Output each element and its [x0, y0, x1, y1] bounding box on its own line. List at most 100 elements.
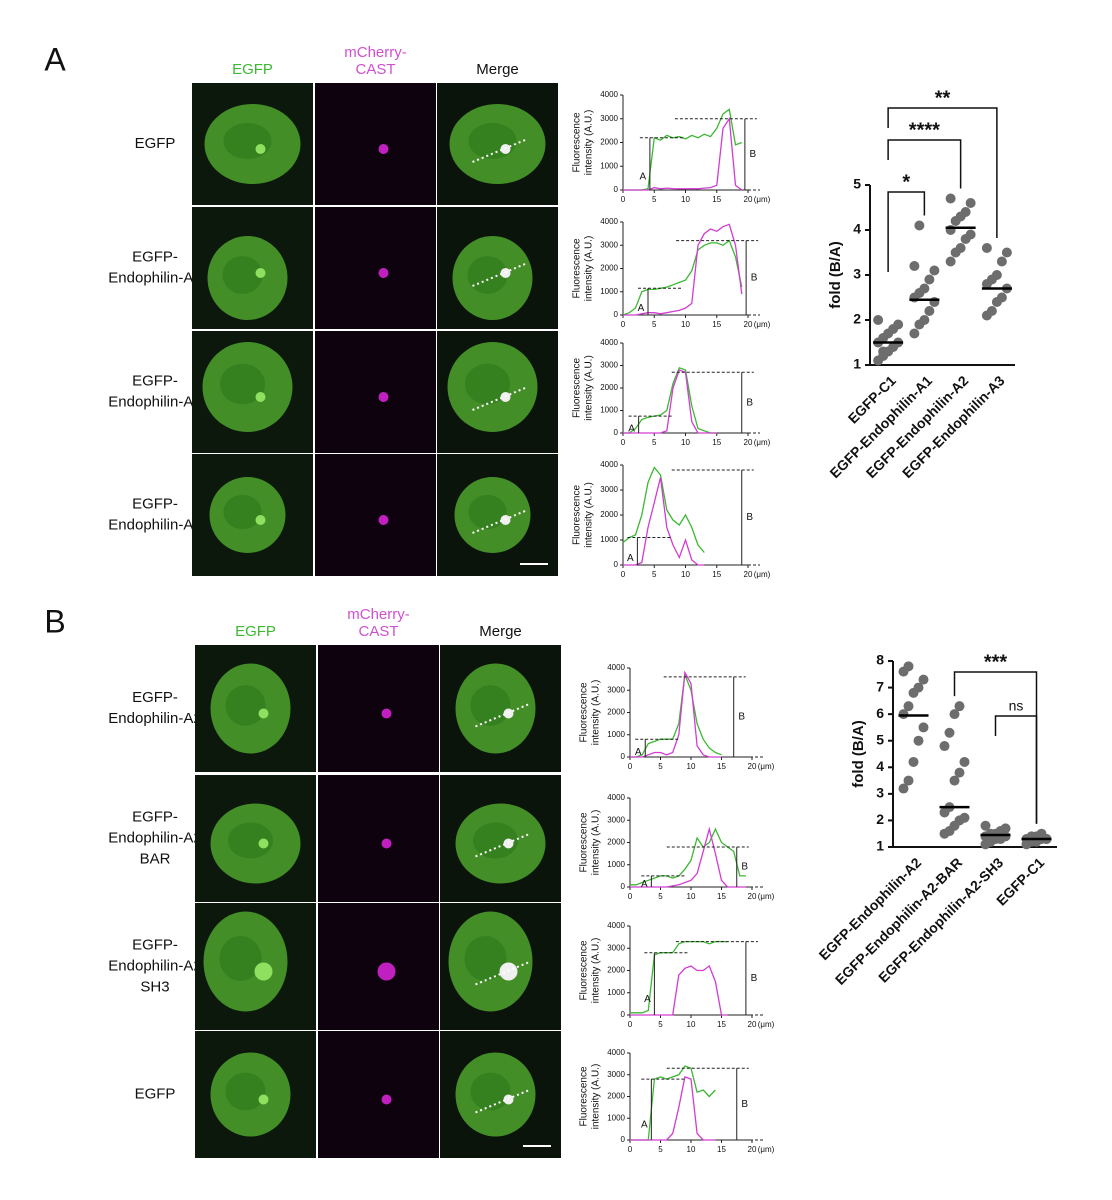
puncta [381, 708, 392, 719]
y-tick-label: 0 [621, 1135, 626, 1144]
y-tick-label: 4 [876, 758, 884, 774]
y-tick-label: 0 [621, 882, 626, 891]
column-header: EGFP [232, 61, 273, 78]
y-tick-label: 3000 [600, 114, 618, 123]
y-axis-label: intensity (A.U.) [584, 236, 595, 302]
data-point [954, 767, 965, 778]
profile-line [622, 466, 705, 553]
y-axis-label: intensity (A.U.) [591, 1064, 602, 1130]
x-tick-label: 5 [658, 1145, 663, 1154]
x-axis-label: (μm) [754, 570, 771, 579]
data-point [949, 775, 960, 786]
y-tick-label: 3000 [600, 485, 618, 494]
data-point [908, 756, 919, 767]
y-tick-label: 3000 [607, 815, 625, 824]
column-header: EGFP [235, 623, 276, 640]
x-tick-label: 0 [621, 320, 626, 329]
profile-line [630, 827, 746, 886]
micrograph [318, 1031, 439, 1158]
y-tick-label: 2000 [607, 838, 625, 847]
x-axis-label: (μm) [758, 1020, 775, 1029]
significance-bracket [994, 715, 1038, 824]
y-tick-label: 1000 [607, 988, 625, 997]
y-tick-label: 6 [876, 705, 884, 721]
row-label: Endophilin-A2 [108, 393, 201, 410]
puncta [258, 838, 269, 849]
data-point [924, 274, 935, 285]
data-point [909, 261, 920, 271]
y-tick-label: 2 [876, 811, 884, 827]
row-label: EGFP [135, 135, 176, 152]
puncta [255, 268, 266, 278]
cell-nucleus [219, 936, 262, 981]
significance-bracket [887, 107, 998, 238]
column-header: CAST [355, 61, 395, 78]
data-point [893, 319, 904, 330]
x-tick-label: 0 [628, 762, 633, 771]
cell-nucleus [465, 363, 510, 405]
y-tick-label: 2000 [607, 708, 625, 717]
panel-label: A [44, 41, 66, 77]
data-point [919, 315, 930, 325]
cell-nucleus [220, 363, 265, 405]
x-axis-label: (μm) [754, 438, 771, 447]
data-point [918, 674, 929, 685]
cell-nucleus [223, 494, 262, 530]
data-point [945, 193, 956, 204]
y-tick-label: 2000 [607, 966, 625, 975]
data-point [913, 682, 924, 693]
x-tick-label: 5 [658, 762, 663, 771]
y-tick-label: 4000 [600, 460, 618, 469]
profile-line [623, 223, 743, 316]
puncta [378, 392, 389, 402]
y-tick-label: 0 [614, 560, 619, 569]
cell-nucleus [222, 256, 263, 294]
y-axis-label: Fluorescence [572, 112, 583, 172]
micrograph [315, 207, 436, 329]
data-point [985, 836, 996, 847]
y-tick-label: 4000 [600, 90, 618, 99]
y-axis-label: Fluorescence [579, 682, 590, 742]
y-tick-label: 3000 [607, 685, 625, 694]
puncta [378, 515, 389, 525]
row-label: Endophilin-A1 [108, 269, 201, 286]
data-point [903, 661, 914, 672]
y-tick-label: 4000 [607, 921, 625, 930]
significance-label: **** [909, 119, 940, 141]
data-point [965, 198, 976, 208]
x-tick-label: 15 [712, 320, 721, 329]
x-tick-label: 15 [717, 762, 726, 771]
significance-bracket [887, 191, 926, 272]
data-point [944, 727, 955, 738]
y-tick-label: 3000 [600, 361, 618, 370]
x-tick-label: 15 [712, 438, 721, 447]
data-point [986, 306, 997, 316]
x-tick-label: 0 [621, 570, 626, 579]
y-tick-label: 1 [876, 838, 884, 854]
micrograph [318, 775, 439, 902]
x-axis-label: (μm) [754, 195, 771, 204]
row-label: Endophilin-A2 [108, 829, 201, 846]
marker-label: A [641, 1119, 648, 1130]
puncta [255, 144, 266, 154]
y-tick-label: 1000 [600, 287, 618, 296]
data-point [1001, 247, 1012, 258]
column-header: Merge [479, 623, 522, 640]
cell-nucleus [468, 494, 507, 530]
puncta [254, 962, 273, 981]
x-tick-label: 20 [748, 1145, 757, 1154]
data-point [991, 270, 1002, 280]
data-point [959, 756, 970, 767]
x-tick-label: 20 [744, 438, 753, 447]
marker-label: A [628, 423, 635, 434]
y-tick-label: 3 [876, 785, 884, 801]
cell-nucleus [223, 123, 272, 159]
y-tick-label: 2000 [607, 1092, 625, 1101]
y-tick-label: 1000 [607, 860, 625, 869]
puncta [378, 268, 389, 278]
data-point [909, 328, 920, 339]
x-tick-label: 10 [681, 570, 690, 579]
cell-nucleus [470, 1072, 511, 1111]
profile-line [630, 826, 746, 888]
x-tick-label: 10 [681, 195, 690, 204]
